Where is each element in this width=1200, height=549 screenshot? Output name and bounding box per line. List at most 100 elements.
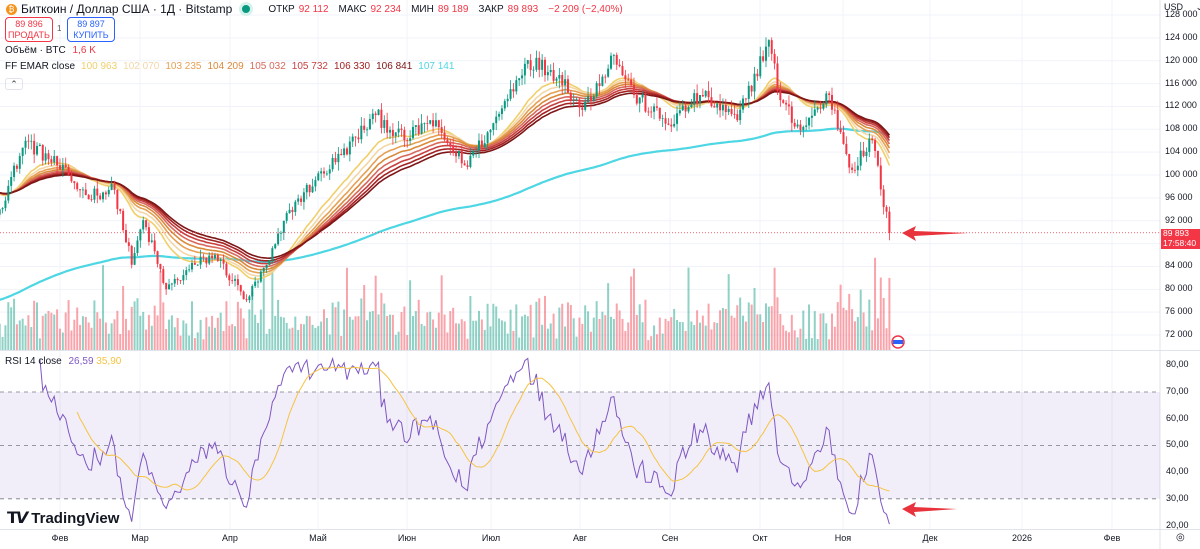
candle — [532, 69, 535, 71]
candle — [389, 129, 392, 133]
ema-value: 106 330 — [333, 61, 371, 72]
candle — [139, 229, 142, 241]
candle — [64, 164, 67, 168]
volume-bar — [13, 298, 16, 350]
candle — [208, 255, 211, 264]
candle — [119, 209, 122, 211]
candle — [874, 140, 877, 152]
candle — [193, 262, 196, 265]
candle — [696, 93, 699, 104]
buy-button[interactable]: 89 897 КУПИТЬ — [67, 17, 115, 42]
candle — [443, 132, 446, 140]
volume-bar — [810, 338, 813, 350]
last-price-tag: 89 893 17:58:40 — [1161, 228, 1200, 249]
volume-bar — [787, 332, 790, 350]
volume-bar — [888, 277, 891, 350]
ema-label: FF EMAR close — [5, 61, 76, 72]
candle — [810, 115, 813, 118]
settings-icon[interactable]: ◎ — [1176, 532, 1185, 543]
candle — [90, 199, 93, 201]
candle — [265, 264, 268, 269]
volume-bar — [357, 316, 360, 350]
candle — [701, 95, 704, 97]
volume-bar — [366, 320, 369, 350]
candle — [730, 108, 733, 114]
candle — [475, 150, 478, 152]
volume-bar — [693, 325, 696, 350]
volume-bar — [859, 289, 862, 350]
volume-bar — [736, 305, 739, 350]
ema-value: 106 841 — [376, 61, 413, 72]
volume-bar — [836, 302, 839, 350]
volume-bar — [236, 301, 239, 350]
candle — [190, 262, 193, 270]
candle — [799, 124, 802, 130]
volume-bar — [64, 312, 67, 350]
tradingview-logo[interactable]: 𝗧𝙑 TradingView — [7, 508, 119, 528]
candle — [345, 148, 348, 155]
volume-bar — [377, 314, 380, 350]
rsi-line — [39, 356, 890, 525]
close-label: ЗАКР — [478, 3, 504, 15]
ema-ribbon-line — [0, 85, 891, 268]
volume-bar — [532, 337, 535, 350]
candle — [199, 256, 202, 265]
time-tick: 2026 — [1011, 533, 1033, 543]
candle — [133, 253, 136, 265]
candle — [317, 173, 320, 181]
volume-bar — [147, 314, 150, 350]
volume-bar — [506, 333, 509, 350]
volume-bar — [802, 310, 805, 350]
ema-legend[interactable]: FF EMAR close 100 963 102 070 103 235 104 20… — [5, 61, 454, 72]
volume-bar — [707, 303, 710, 350]
collapse-legend-button[interactable]: ⌃ — [5, 78, 23, 90]
volume-bar — [406, 335, 409, 350]
volume-bar — [641, 322, 644, 350]
volume-bar — [670, 317, 673, 350]
volume-bar — [862, 312, 865, 350]
volume-bar — [710, 329, 713, 350]
volume-bar — [871, 330, 874, 350]
candle — [658, 107, 661, 119]
candle — [257, 281, 259, 283]
candle — [343, 148, 346, 156]
volume-bar — [18, 320, 21, 350]
volume-bar — [759, 314, 762, 350]
candle — [380, 109, 383, 128]
volume-bar — [535, 301, 538, 350]
volume-bar — [879, 277, 882, 350]
volume-bar — [21, 318, 24, 350]
candle — [282, 220, 285, 233]
volume-bar — [721, 308, 724, 350]
sell-label: ПРОДАТЬ — [8, 30, 50, 40]
rsi-legend[interactable]: RSI 14 close 26,59 35,90 — [5, 356, 121, 367]
candle — [578, 99, 581, 108]
price-tick: 76 000 — [1165, 306, 1193, 317]
volume-bar — [432, 319, 435, 350]
candle — [512, 89, 515, 92]
candle — [325, 173, 328, 175]
volume-bar — [767, 306, 770, 350]
candle — [176, 278, 179, 281]
volume-bar — [409, 280, 412, 350]
volume-bar — [635, 314, 638, 350]
symbol-title[interactable]: Биткоин / Доллар США · 1Д · Bitstamp — [21, 2, 233, 16]
currency-selector[interactable]: USD ⌄ — [1164, 2, 1200, 13]
candle — [492, 123, 495, 130]
candle — [747, 85, 750, 99]
ema-value: 105 732 — [291, 61, 328, 72]
volume-bar — [773, 267, 776, 350]
volume-bar — [546, 328, 549, 350]
volume-legend[interactable]: Объём · BTC 1,6 K — [5, 45, 96, 56]
candle — [87, 195, 90, 200]
sell-button[interactable]: 89 896 ПРОДАТЬ — [5, 17, 53, 42]
rsi-tick: 80,00 — [1166, 359, 1189, 370]
volume-bar — [90, 327, 93, 350]
candle — [437, 120, 440, 128]
candle — [73, 181, 76, 184]
candle — [254, 281, 257, 287]
candle — [417, 125, 420, 134]
ema-long-line — [0, 127, 890, 301]
candle — [787, 104, 790, 107]
